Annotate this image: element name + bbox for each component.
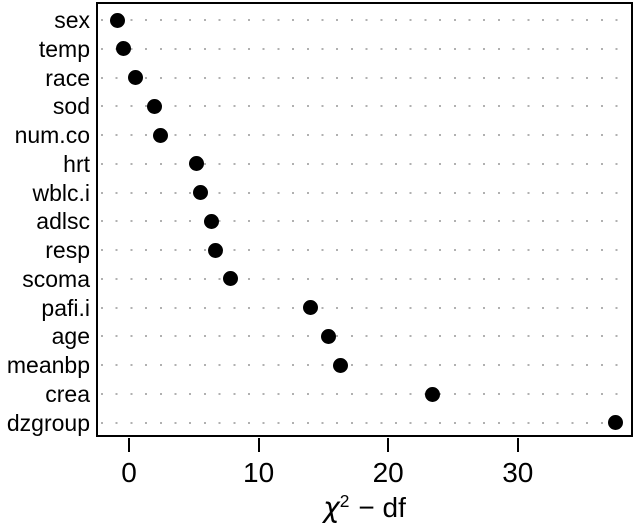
y-axis-category-label: adlsc xyxy=(36,208,90,235)
y-axis-category-label: pafi.i xyxy=(41,294,90,321)
data-point xyxy=(302,300,318,316)
x-axis-tick xyxy=(128,438,130,452)
data-point xyxy=(109,12,125,28)
y-axis-category-label: scoma xyxy=(22,265,90,292)
data-point xyxy=(208,242,224,258)
grid-line xyxy=(101,19,630,21)
y-axis-category-label: hrt xyxy=(63,150,90,177)
y-axis-category-label: wblc.i xyxy=(32,179,90,206)
grid-line xyxy=(101,220,630,223)
grid-line xyxy=(101,393,630,395)
x-axis-tick xyxy=(257,438,260,452)
x-axis-tick-label: 10 xyxy=(243,457,275,488)
grid-line xyxy=(101,421,630,424)
data-point xyxy=(607,415,623,431)
data-point xyxy=(152,127,168,143)
grid-line xyxy=(101,306,630,309)
data-point xyxy=(188,156,204,172)
chi-exponent: 2 xyxy=(339,491,350,512)
chi-symbol: χ xyxy=(323,491,340,524)
x-axis-tick xyxy=(516,438,519,452)
x-axis-tick-label: 0 xyxy=(121,457,137,488)
data-point xyxy=(424,386,440,402)
data-point xyxy=(321,328,337,344)
x-axis-label: χ2 − df xyxy=(96,491,633,527)
data-point xyxy=(192,185,208,201)
y-axis-category-label: dzgroup xyxy=(6,409,90,436)
grid-line xyxy=(101,335,630,338)
grid-line xyxy=(101,191,630,194)
y-axis-category-label: race xyxy=(45,64,90,91)
y-axis-category-label: sod xyxy=(52,93,90,120)
y-axis-category-label: crea xyxy=(45,381,90,407)
x-axis-tick-label: 20 xyxy=(372,457,404,488)
grid-line xyxy=(101,134,630,137)
grid-line xyxy=(101,249,630,252)
y-axis-category-label: resp xyxy=(45,237,90,264)
grid-line xyxy=(101,364,630,367)
y-axis-category-label: age xyxy=(51,323,90,350)
grid-line xyxy=(101,47,630,50)
x-axis-tick xyxy=(387,438,390,452)
y-axis-category-label: sex xyxy=(54,7,90,33)
y-axis-category-label: num.co xyxy=(14,122,90,149)
data-point xyxy=(127,70,143,86)
data-point xyxy=(222,271,238,287)
grid-line xyxy=(101,162,630,165)
data-point xyxy=(332,357,348,373)
x-axis-tick-label: 30 xyxy=(502,457,534,488)
xlabel-suffix: − df xyxy=(358,492,406,523)
data-point xyxy=(204,213,220,229)
data-point xyxy=(116,41,132,57)
y-axis-category-label: temp xyxy=(38,35,90,62)
grid-line xyxy=(101,76,630,79)
grid-line xyxy=(101,105,630,108)
y-axis-category-label: meanbp xyxy=(6,352,90,379)
grid-line xyxy=(101,277,630,280)
data-point xyxy=(147,98,163,114)
